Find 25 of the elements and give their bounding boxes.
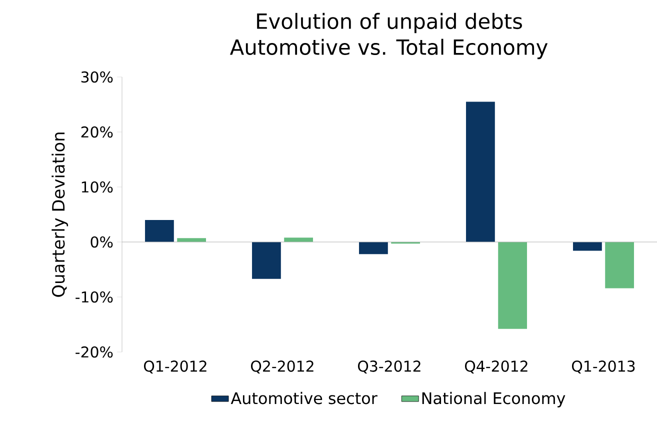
x-tick-label: Q1-2013 — [572, 360, 635, 374]
bar — [177, 238, 206, 242]
y-tick-label: 30% — [81, 71, 113, 83]
y-tick-label: -20% — [76, 346, 113, 358]
bar — [359, 242, 388, 254]
bar — [252, 242, 281, 279]
bar — [145, 220, 174, 242]
y-axis-title: Quarterly Deviation — [52, 132, 68, 297]
bar — [466, 102, 495, 242]
chart-subtitle: Automotive vs. Total Economy — [230, 38, 548, 60]
y-tick-label: -10% — [76, 291, 113, 303]
chart-title: Evolution of unpaid debts — [257, 12, 522, 34]
y-tick-label: 20% — [81, 126, 113, 138]
x-tick-label: Q2-2012 — [251, 360, 314, 374]
bar — [573, 242, 602, 251]
x-tick-label: Q1-2012 — [144, 360, 206, 374]
x-tick-label: Q4-2012 — [465, 360, 528, 374]
legend-label: Automotive sector — [230, 392, 378, 404]
bar — [284, 238, 313, 242]
bar — [605, 242, 634, 288]
bar — [498, 242, 527, 329]
legend-label: National Economy — [422, 392, 566, 408]
x-tick-label: Q3-2012 — [358, 360, 420, 374]
y-tick-label: 10% — [82, 181, 113, 193]
y-tick-label: 0% — [90, 236, 113, 248]
